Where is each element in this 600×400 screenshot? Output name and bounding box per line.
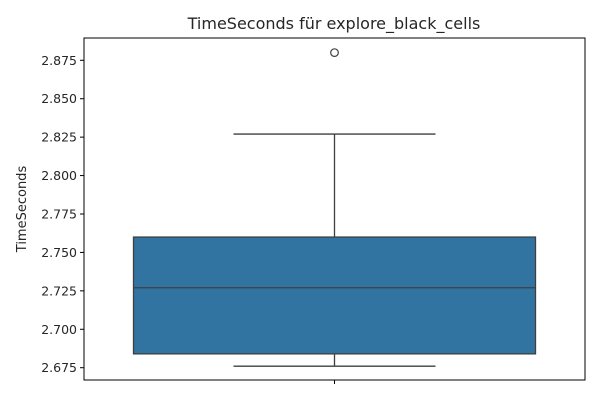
y-tick-label: 2.675 bbox=[41, 360, 77, 375]
y-tick-label: 2.825 bbox=[41, 130, 77, 145]
iqr-box bbox=[132, 236, 537, 355]
y-tick-label: 2.775 bbox=[41, 206, 77, 221]
y-tick-label: 2.725 bbox=[41, 283, 77, 298]
y-tick-label: 2.800 bbox=[41, 168, 77, 183]
chart-title: TimeSeconds für explore_black_cells bbox=[187, 14, 481, 34]
y-tick-label: 2.750 bbox=[41, 245, 77, 260]
y-tick-label: 2.875 bbox=[41, 53, 77, 68]
plot-area: 2.675 2.700 2.725 2.750 2.775 2.800 2.825 2.850… bbox=[41, 37, 586, 384]
y-tick-label: 2.700 bbox=[41, 322, 77, 337]
outlier-point bbox=[330, 48, 339, 58]
y-tick-label: 2.850 bbox=[41, 91, 77, 106]
y-axis-label: TimeSeconds bbox=[15, 166, 30, 254]
